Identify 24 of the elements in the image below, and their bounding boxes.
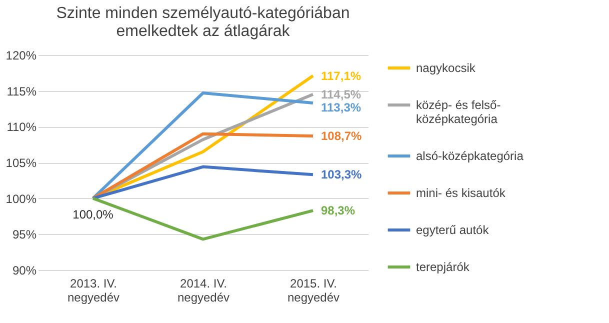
y-tick-label: 90% [12, 264, 37, 278]
y-tick-label: 115% [6, 84, 37, 98]
legend-label: közép- és felső-középkategória [416, 98, 501, 126]
y-tick-label: 100% [6, 192, 37, 206]
data-label: 100,0% [72, 207, 114, 222]
x-tick-label: 2014. IV. negyedév [177, 276, 230, 304]
data-label: 103,3% [321, 168, 362, 182]
legend-label: nagykocsik [416, 61, 476, 75]
legend-label: mini- és kisautók [416, 186, 506, 200]
data-label: 114,5% [321, 87, 362, 102]
legend-label: terepjárók [416, 260, 470, 274]
data-label: 113,3% [321, 100, 362, 114]
y-tick-label: 110% [6, 120, 37, 134]
chart-title: Szinte minden személyautó-kategóriában emelkedtek az átlagárak [56, 5, 350, 40]
legend-label: alsó-középkategória [416, 149, 524, 163]
y-tick-label: 120% [6, 48, 37, 62]
y-tick-label: 105% [6, 156, 37, 170]
data-label: 98,3% [321, 204, 356, 218]
x-tick-label: 2015. IV. negyedév [287, 276, 340, 304]
x-tick-label: 2013. IV. negyedév [67, 276, 120, 304]
y-tick-label: 95% [12, 228, 37, 242]
data-label: 117,1% [321, 68, 362, 83]
data-label: 108,7% [321, 128, 362, 143]
legend-label: egyterű autók [416, 223, 490, 237]
